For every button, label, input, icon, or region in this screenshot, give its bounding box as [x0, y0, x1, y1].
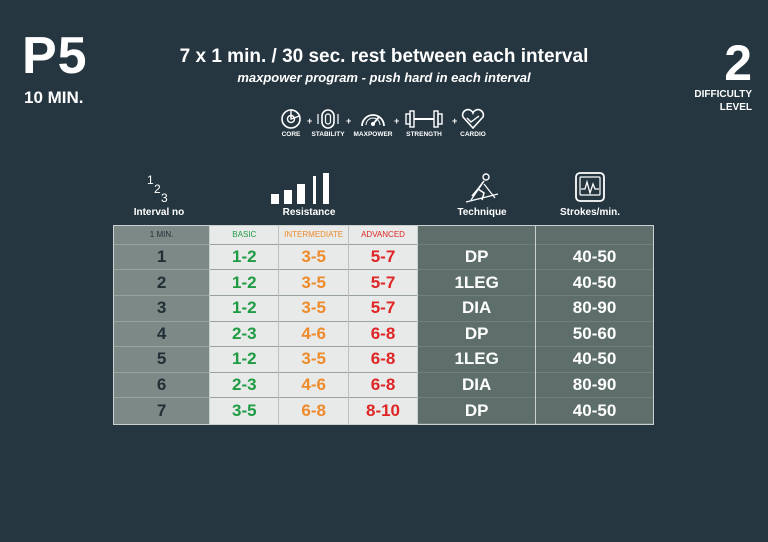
column-interval-header: 1 2 3 Interval no: [124, 172, 194, 218]
advanced-cell: 5-7: [348, 296, 418, 322]
category-stability: STABILITY: [305, 108, 351, 138]
intermediate-cell: 3-5: [279, 347, 348, 373]
interval-subheader: 1 MIN.: [114, 226, 210, 245]
interval-cell: 4: [114, 322, 210, 348]
strokes-cell: 80-90: [536, 296, 653, 322]
program-subtitle: maxpower program - push hard in each int…: [237, 70, 531, 85]
column-label: Technique: [457, 207, 507, 218]
program-title: 7 x 1 min. / 30 sec. rest between each i…: [179, 46, 589, 67]
program-code: P5: [22, 27, 88, 85]
intermediate-cell: 3-5: [279, 296, 348, 322]
heart-icon: [461, 108, 485, 130]
intermediate-subheader: INTERMEDIATE: [279, 226, 348, 245]
category-maxpower: MAXPOWER: [350, 108, 396, 138]
technique-cell: DIA: [418, 296, 536, 322]
strokes-cell: 40-50: [536, 270, 653, 296]
technique-cell: DIA: [418, 373, 536, 399]
advanced-cell: 6-8: [348, 347, 418, 373]
dumbbell-icon: [405, 110, 443, 128]
column-technique-header: Technique: [444, 172, 520, 218]
technique-cell: DP: [418, 322, 536, 348]
strokes-subheader: [536, 226, 653, 245]
stability-icon: [317, 109, 339, 129]
strokes-cell: 50-60: [536, 322, 653, 348]
category-strength: STRENGTH: [401, 108, 447, 138]
basic-column: BASIC 1-2 1-2 1-2 2-3 1-2 2-3 3-5: [210, 226, 280, 424]
technique-cell: 1LEG: [418, 347, 536, 373]
resistance-bars-icon: [271, 173, 329, 204]
interval-cell: 5: [114, 347, 210, 373]
plus-sign: +: [394, 116, 400, 126]
basic-cell: 1-2: [210, 296, 279, 322]
category-label: STRENGTH: [406, 131, 442, 138]
basic-cell: 2-3: [210, 322, 279, 348]
category-label: CARDIO: [460, 131, 486, 138]
intermediate-cell: 3-5: [279, 245, 348, 271]
basic-cell: 1-2: [210, 270, 279, 296]
strokes-column: 40-50 40-50 80-90 50-60 40-50 80-90 40-5…: [536, 226, 653, 424]
category-label: MAXPOWER: [353, 131, 393, 138]
strokes-cell: 40-50: [536, 347, 653, 373]
basic-subheader: BASIC: [210, 226, 279, 245]
intermediate-cell: 6-8: [301, 401, 326, 421]
technique-cell: 1LEG: [418, 270, 536, 296]
difficulty-label-line2: LEVEL: [719, 102, 752, 113]
advanced-cell: 5-7: [348, 270, 418, 296]
plus-sign: +: [307, 116, 313, 126]
intermediate-column: INTERMEDIATE 3-5 3-5 3-5 4-6 3-5 4-6 6-8: [279, 226, 349, 424]
column-resistance-header: Resistance: [264, 172, 354, 218]
svg-text:3: 3: [161, 191, 168, 204]
technique-subheader: [418, 226, 536, 245]
advanced-cell: 6-8: [348, 373, 418, 399]
difficulty-label: DIFFICULTY LEVEL: [672, 88, 752, 114]
advanced-cell: 8-10: [365, 401, 401, 421]
column-strokes-header: Strokes/min.: [552, 172, 628, 218]
strokes-cell: 40-50: [536, 398, 653, 424]
svg-text:1: 1: [147, 173, 154, 187]
basic-cell: 3-5: [232, 401, 257, 421]
basic-cell: 2-3: [210, 373, 279, 399]
numbers-123-icon: 1 2 3: [147, 173, 168, 204]
basic-cell: 1-2: [210, 245, 279, 271]
interval-cell: 1: [114, 245, 210, 271]
plus-sign: +: [452, 116, 458, 126]
program-duration: 10 MIN.: [24, 88, 84, 107]
difficulty-number: 2: [724, 35, 752, 91]
advanced-cell: 5-7: [348, 245, 418, 271]
core-icon: [281, 109, 301, 129]
intermediate-cell: 4-6: [279, 373, 348, 399]
interval-column: 1 MIN. 1 2 3 4 5 6 7: [114, 226, 211, 424]
category-label: STABILITY: [311, 131, 345, 138]
basic-cell: 1-2: [210, 347, 279, 373]
intermediate-cell: 3-5: [279, 270, 348, 296]
advanced-subheader: ADVANCED: [348, 226, 418, 245]
svg-text:2: 2: [154, 182, 161, 196]
interval-cell: 6: [114, 373, 210, 399]
interval-cell: 2: [114, 270, 210, 296]
strokes-cell: 40-50: [536, 245, 653, 271]
column-label: Strokes/min.: [559, 207, 621, 218]
category-core: CORE: [268, 108, 314, 138]
maxpower-gauge-icon: [361, 114, 385, 127]
category-label: CORE: [281, 131, 301, 138]
technique-column: DP 1LEG DIA DP 1LEG DIA DP: [418, 226, 537, 424]
interval-cell: 7: [156, 401, 167, 421]
strokes-cell: 80-90: [536, 373, 653, 399]
column-label: Interval no: [133, 207, 185, 218]
advanced-column: ADVANCED 5-7 5-7 5-7 6-8 6-8 6-8 8-10: [348, 226, 419, 424]
intermediate-cell: 4-6: [279, 322, 348, 348]
column-label: Resistance: [282, 207, 336, 218]
heart-monitor-icon: [575, 172, 605, 202]
technique-cell: DP: [418, 245, 536, 271]
interval-table: 1 MIN. 1 2 3 4 5 6 7 BASIC 1-2 1-2 1-2 2…: [113, 225, 654, 425]
interval-cell: 3: [114, 296, 210, 322]
category-cardio: CARDIO: [450, 108, 496, 138]
skier-icon: [465, 173, 499, 203]
technique-cell: DP: [418, 398, 536, 424]
difficulty-label-line1: DIFFICULTY: [694, 89, 752, 100]
advanced-cell: 6-8: [348, 322, 418, 348]
plus-sign: +: [346, 116, 352, 126]
